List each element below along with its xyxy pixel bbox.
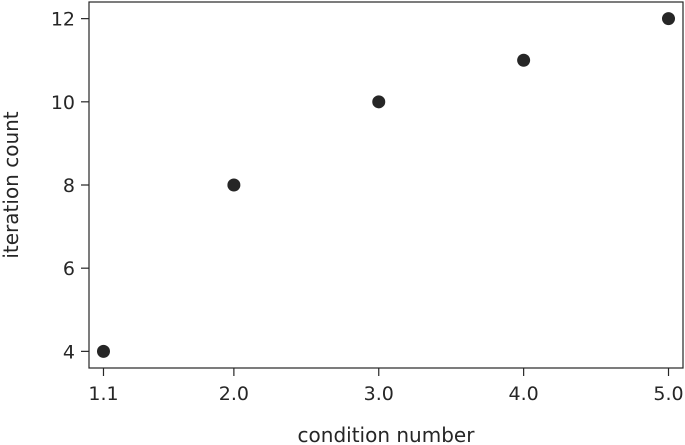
x-tick-label: 4.0 bbox=[509, 383, 539, 405]
y-tick-label: 10 bbox=[51, 92, 75, 114]
data-point bbox=[372, 95, 386, 109]
y-axis-ticks: 4 6 8 10 12 bbox=[51, 9, 89, 363]
y-axis-label: iteration count bbox=[0, 111, 23, 258]
x-tick-label: 5.0 bbox=[653, 383, 683, 405]
x-tick-label: 2.0 bbox=[219, 383, 249, 405]
x-tick-label: 1.1 bbox=[88, 383, 118, 405]
y-tick-label: 8 bbox=[63, 175, 75, 197]
data-points bbox=[96, 12, 676, 358]
data-point bbox=[662, 12, 676, 26]
y-tick-label: 6 bbox=[63, 258, 75, 280]
y-tick-label: 12 bbox=[51, 9, 75, 31]
x-tick-label: 3.0 bbox=[364, 383, 394, 405]
data-point bbox=[517, 53, 531, 67]
x-axis-label: condition number bbox=[298, 423, 476, 445]
plot-frame bbox=[88, 1, 684, 369]
y-tick-label: 4 bbox=[63, 341, 75, 363]
x-axis-ticks: 1.1 2.0 3.0 4.0 5.0 bbox=[88, 368, 684, 405]
data-point bbox=[96, 344, 110, 358]
data-point bbox=[227, 178, 241, 192]
